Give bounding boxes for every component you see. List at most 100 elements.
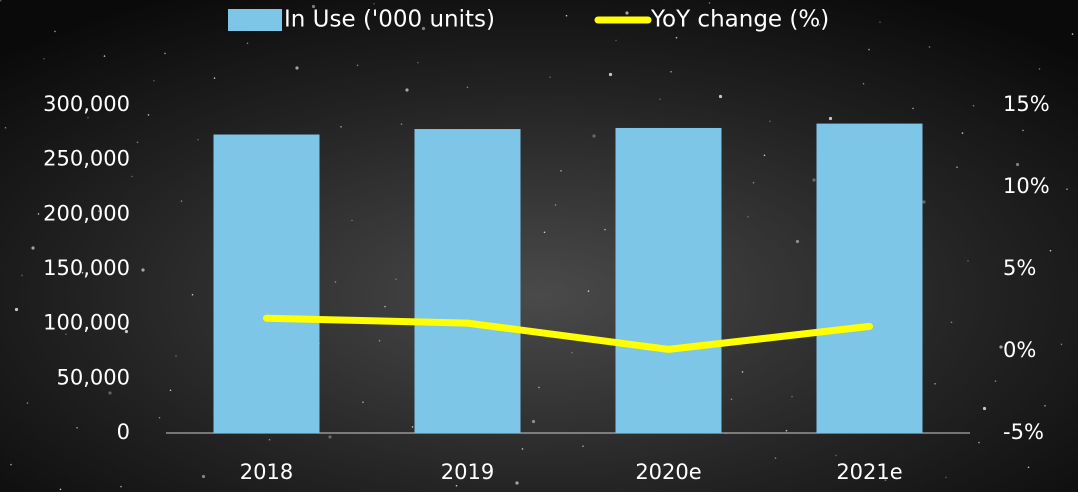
star (213, 77, 216, 79)
star (615, 39, 617, 42)
legend-label: In Use ('000 units) (284, 7, 495, 33)
y-tick-label: 150,000 (43, 256, 130, 280)
star (1060, 343, 1063, 346)
star (180, 200, 183, 202)
star (828, 116, 833, 121)
star (263, 473, 265, 475)
bar (615, 127, 722, 434)
star (730, 398, 733, 401)
y2-tick-label: -5% (1003, 420, 1044, 444)
star (21, 274, 23, 277)
star (4, 126, 7, 129)
star (400, 123, 403, 125)
star (1015, 162, 1020, 167)
star (791, 395, 793, 398)
legend-label: YoY change (%) (650, 7, 829, 33)
star (812, 178, 816, 182)
star (10, 463, 12, 466)
star (108, 391, 112, 395)
star (521, 448, 524, 450)
star (131, 175, 133, 178)
star (818, 24, 821, 26)
star (659, 98, 661, 100)
x-tick-label: 2020e (635, 460, 701, 484)
y-tick-label: 250,000 (43, 147, 130, 171)
star (1066, 188, 1068, 190)
star (246, 42, 249, 45)
star (741, 371, 744, 373)
star (87, 116, 89, 119)
star (191, 293, 194, 296)
y-tick-label: 100,000 (43, 311, 130, 335)
star (747, 216, 749, 218)
star (978, 441, 980, 444)
star (538, 386, 540, 389)
y2-tick-label: 5% (1003, 256, 1036, 280)
star (543, 231, 546, 234)
star (153, 80, 155, 82)
star (124, 329, 129, 334)
y-tick-label: 200,000 (43, 201, 130, 225)
star (395, 278, 397, 281)
star (769, 120, 771, 122)
star (340, 126, 342, 128)
star (98, 210, 100, 212)
star (531, 419, 536, 424)
star (582, 445, 584, 448)
star (295, 66, 299, 70)
star (604, 228, 606, 231)
star (59, 488, 62, 491)
star (708, 2, 711, 4)
star (43, 58, 45, 60)
star (692, 467, 694, 470)
star (718, 94, 723, 99)
star (1022, 129, 1024, 132)
bar (213, 134, 320, 433)
star (120, 485, 122, 488)
y2-tick-label: 15% (1003, 92, 1050, 116)
star (961, 132, 964, 134)
star (103, 55, 106, 57)
star (912, 107, 914, 110)
star (956, 166, 958, 168)
star (65, 333, 67, 336)
star (76, 427, 78, 429)
star (752, 181, 755, 184)
star (175, 355, 177, 358)
star (571, 351, 573, 354)
y2-tick-label: 0% (1003, 338, 1036, 362)
star (608, 72, 613, 77)
y-tick-label: 0 (117, 420, 130, 444)
star (928, 46, 931, 48)
star (1071, 33, 1074, 35)
star (560, 170, 562, 172)
star (201, 474, 206, 479)
star (950, 321, 953, 324)
bar (816, 123, 923, 433)
legend-swatch (228, 9, 282, 31)
y-tick-label: 50,000 (57, 365, 130, 389)
star (268, 438, 271, 441)
star (411, 426, 414, 428)
star (356, 64, 359, 67)
x-tick-label: 2019 (441, 460, 494, 484)
star (549, 76, 551, 78)
star (785, 429, 788, 432)
star (158, 416, 161, 419)
star (373, 3, 375, 5)
star (1005, 191, 1008, 193)
star (565, 14, 568, 17)
star (169, 389, 172, 392)
star (455, 484, 458, 487)
x-tick-label: 2018 (240, 460, 293, 484)
star (994, 380, 997, 382)
line (263, 314, 873, 353)
star (934, 383, 936, 385)
star (54, 30, 56, 33)
star (421, 26, 426, 31)
star (197, 138, 199, 141)
star (362, 401, 364, 404)
star (999, 345, 1003, 349)
star (378, 339, 381, 342)
star (1044, 405, 1046, 407)
